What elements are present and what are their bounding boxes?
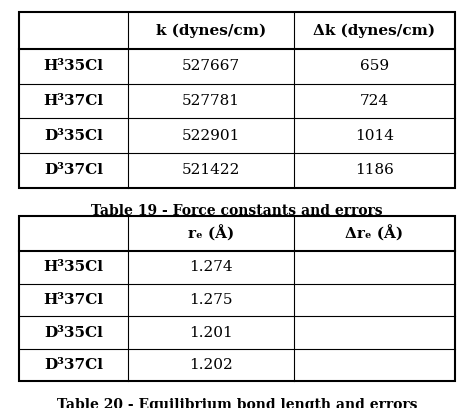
Text: H³35Cl: H³35Cl (44, 59, 103, 73)
Text: Table 20 - Equilibrium bond length and errors: Table 20 - Equilibrium bond length and e… (57, 398, 417, 408)
Text: D³35Cl: D³35Cl (44, 129, 103, 143)
Text: 1.202: 1.202 (189, 358, 233, 372)
Text: D³35Cl: D³35Cl (44, 326, 103, 339)
Text: 521422: 521422 (182, 163, 240, 177)
Text: k (dynes/cm): k (dynes/cm) (156, 23, 266, 38)
Text: 527667: 527667 (182, 59, 240, 73)
Text: D³37Cl: D³37Cl (44, 358, 103, 372)
Text: 1186: 1186 (355, 163, 394, 177)
Text: H³35Cl: H³35Cl (44, 260, 103, 274)
Bar (19, 216, 455, 381)
Text: 1.274: 1.274 (189, 260, 233, 274)
Text: 527781: 527781 (182, 94, 240, 108)
Text: 724: 724 (360, 94, 389, 108)
Bar (19, 12, 455, 188)
Text: D³37Cl: D³37Cl (44, 163, 103, 177)
Text: H³37Cl: H³37Cl (44, 94, 103, 108)
Text: 1.201: 1.201 (189, 326, 233, 339)
Text: Table 19 - Force constants and errors: Table 19 - Force constants and errors (91, 204, 383, 218)
Text: 659: 659 (360, 59, 389, 73)
Text: 1.275: 1.275 (189, 293, 233, 307)
Text: Δrₑ (Å): Δrₑ (Å) (345, 226, 403, 242)
Text: 1014: 1014 (355, 129, 394, 143)
Text: Δk (dynes/cm): Δk (dynes/cm) (313, 23, 436, 38)
Text: 522901: 522901 (182, 129, 240, 143)
Text: rₑ (Å): rₑ (Å) (188, 226, 234, 242)
Text: H³37Cl: H³37Cl (44, 293, 103, 307)
